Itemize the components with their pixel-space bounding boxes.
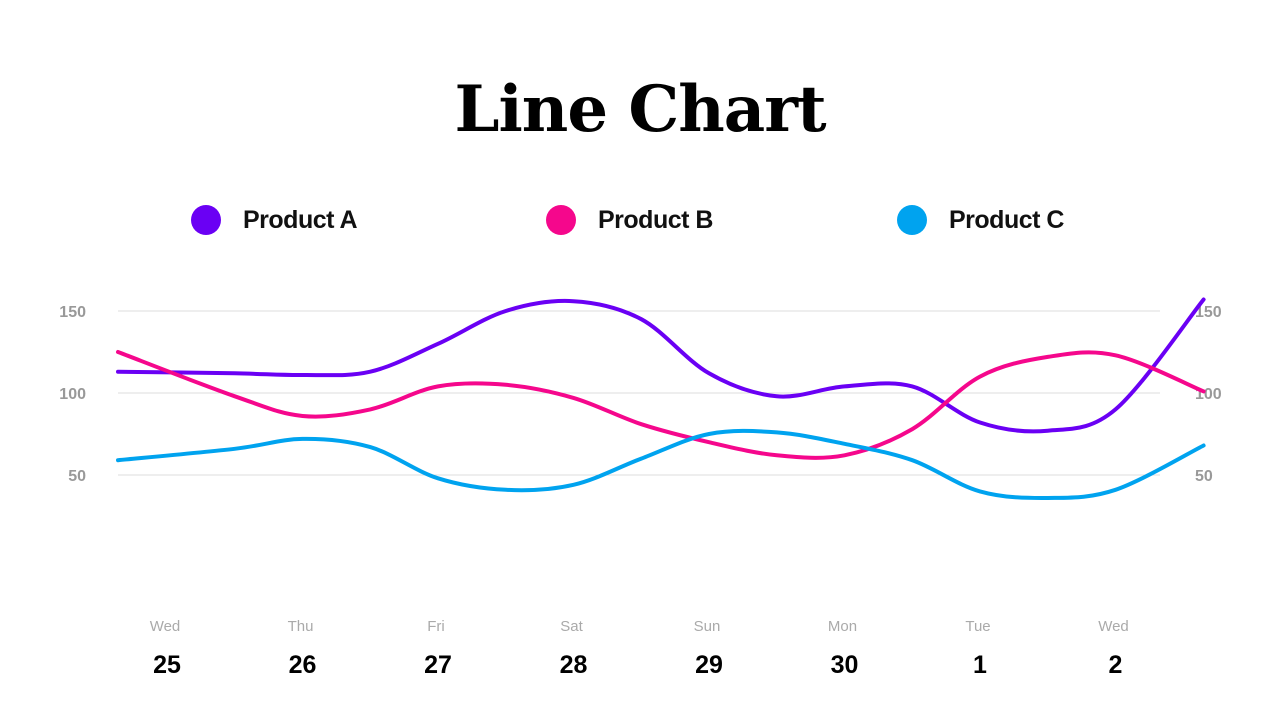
legend-swatch-product-b xyxy=(546,205,576,235)
legend-swatch-product-c xyxy=(897,205,927,235)
x-tick-date-3: 28 xyxy=(560,651,588,679)
legend-item-product-c: Product C xyxy=(897,200,1064,240)
x-tick-date-5: 30 xyxy=(831,651,859,679)
legend-label-product-b: Product B xyxy=(598,205,713,234)
y-tick-left-100: 100 xyxy=(59,386,86,403)
grid-lines xyxy=(118,310,1160,476)
legend-label-product-c: Product C xyxy=(949,205,1064,234)
x-tick-labels: Wed Thu Fri Sat Sun Mon Tue Wed 25 26 27 28 29 30 1 2 xyxy=(150,618,1129,679)
series-line-product-c xyxy=(116,428,1206,501)
legend-item-product-b: Product B xyxy=(546,200,713,240)
legend-item-product-a: Product A xyxy=(191,200,358,240)
y-tick-left-150: 150 xyxy=(59,304,86,321)
y-tick-right-50: 50 xyxy=(1195,468,1213,485)
y-tick-left-50: 50 xyxy=(68,468,86,485)
x-tick-date-0: 25 xyxy=(153,651,181,679)
chart-title: Line Chart xyxy=(454,72,826,147)
x-tick-date-6: 1 xyxy=(973,651,987,679)
legend-swatch-product-a xyxy=(191,205,221,235)
x-tick-date-4: 29 xyxy=(695,651,723,679)
x-tick-day-7: Wed xyxy=(1098,618,1129,635)
y-tick-right-150: 150 xyxy=(1195,304,1222,321)
series-lines xyxy=(116,297,1206,501)
x-tick-date-7: 2 xyxy=(1109,651,1123,679)
series-line-product-b xyxy=(116,350,1206,460)
x-tick-day-0: Wed xyxy=(150,618,181,635)
x-tick-day-3: Sat xyxy=(560,618,583,635)
x-tick-date-2: 27 xyxy=(424,651,452,679)
legend-label-product-a: Product A xyxy=(243,205,358,234)
series-line-product-a xyxy=(116,297,1206,434)
x-tick-day-6: Tue xyxy=(965,618,990,635)
x-tick-date-1: 26 xyxy=(289,651,317,679)
x-tick-day-1: Thu xyxy=(288,618,314,635)
x-tick-day-4: Sun xyxy=(694,618,721,635)
x-tick-day-2: Fri xyxy=(427,618,445,635)
x-tick-day-5: Mon xyxy=(828,618,857,635)
